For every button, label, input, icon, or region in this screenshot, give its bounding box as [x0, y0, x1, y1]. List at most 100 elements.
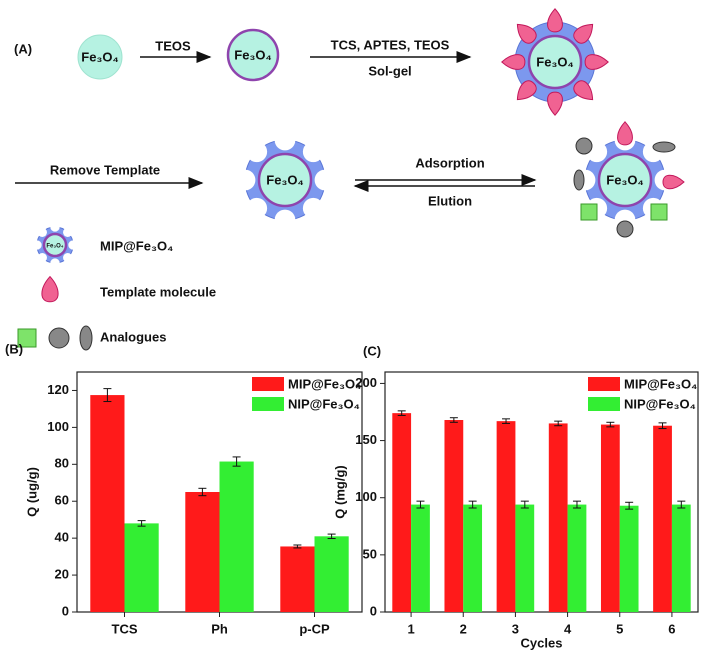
plot-frame — [384, 371, 699, 613]
core — [597, 152, 653, 208]
legend-swatch — [252, 377, 284, 391]
bar — [463, 504, 483, 612]
bar — [124, 523, 159, 612]
template-molecule — [573, 80, 594, 101]
template-molecule — [547, 91, 563, 116]
bar — [619, 505, 639, 612]
template-molecule — [573, 23, 594, 44]
cavity — [68, 240, 78, 250]
cavity — [302, 141, 324, 163]
legend-label: Template molecule — [100, 284, 216, 299]
x-tick-label: 4 — [564, 621, 572, 636]
y-tick-label: 150 — [355, 432, 377, 447]
legend-label: MIP@Fe₃O₄ — [288, 376, 361, 391]
template-molecule — [516, 80, 537, 101]
analogue — [79, 325, 93, 351]
template-molecule — [662, 174, 685, 190]
bar — [219, 461, 254, 612]
x-tick-label: 1 — [407, 621, 414, 636]
step-label: Elution — [428, 193, 472, 208]
legend-label: MIP@Fe₃O₄ — [100, 238, 173, 253]
analogue — [650, 203, 668, 221]
y-axis-label: Q (mg/g) — [332, 465, 347, 518]
particle-label: Fe₃O₄ — [266, 172, 304, 187]
bar — [600, 424, 620, 612]
template-molecule — [584, 54, 609, 70]
cavity — [63, 227, 73, 237]
legend-label: NIP@Fe₃O₄ — [624, 396, 696, 411]
cavity — [32, 240, 42, 250]
cavity — [302, 197, 324, 219]
analogue — [48, 327, 70, 349]
template-molecule — [41, 275, 59, 303]
step-label: Sol-gel — [368, 63, 411, 78]
template-molecule — [501, 54, 526, 70]
y-tick-label: 20 — [55, 567, 69, 582]
analogue — [575, 137, 593, 155]
analogue — [580, 203, 598, 221]
bar — [567, 504, 587, 612]
core — [77, 34, 123, 80]
legend-label: Analogues — [100, 329, 166, 344]
cavity — [274, 129, 296, 151]
cavity — [274, 209, 296, 231]
analogue — [17, 328, 37, 348]
bar — [653, 425, 672, 612]
panel-label: (A) — [14, 41, 32, 56]
bar — [671, 504, 691, 612]
cavity — [234, 169, 256, 191]
y-tick-label: 100 — [47, 419, 69, 434]
legend-swatch — [588, 397, 620, 411]
core — [226, 28, 280, 82]
cavity — [37, 253, 47, 263]
panel-label: (B) — [5, 341, 23, 356]
y-tick-label: 0 — [370, 603, 377, 618]
template-molecule — [516, 23, 537, 44]
cavity — [37, 227, 47, 237]
bar — [411, 504, 430, 612]
cavity — [50, 222, 60, 232]
template-molecule — [547, 8, 563, 33]
cavity — [246, 141, 268, 163]
x-tick-label: TCS — [112, 621, 138, 636]
cavity — [63, 253, 73, 263]
x-tick-label: p-CP — [299, 621, 330, 636]
bar — [515, 504, 535, 612]
x-tick-label: 5 — [616, 621, 623, 636]
core — [257, 152, 313, 208]
y-tick-label: 0 — [62, 603, 69, 618]
bar — [90, 395, 125, 612]
bar — [280, 546, 315, 612]
core — [527, 34, 583, 90]
analogue — [652, 141, 676, 153]
x-tick-label: 3 — [512, 621, 519, 636]
particle-label: Fe₃O₄ — [234, 47, 272, 62]
x-tick-label: Ph — [211, 621, 228, 636]
legend-swatch — [252, 397, 284, 411]
core — [42, 232, 68, 258]
legend-swatch — [588, 377, 620, 391]
step-label: Adsorption — [415, 155, 484, 170]
analogue — [573, 169, 585, 191]
y-tick-label: 120 — [47, 382, 69, 397]
cavity — [314, 169, 336, 191]
x-tick-label: 6 — [668, 621, 675, 636]
particle-label: Fe₃O₄ — [46, 244, 63, 250]
y-tick-label: 50 — [363, 546, 377, 561]
y-tick-label: 80 — [55, 456, 69, 471]
particle-label: Fe₃O₄ — [81, 49, 119, 64]
analogue — [616, 220, 634, 238]
cavity — [50, 258, 60, 268]
scheme: (A) TEOS TCS, APTES, TEOS Sol-gel Remove… — [14, 8, 685, 351]
bar — [548, 423, 568, 612]
bar — [496, 421, 516, 612]
y-tick-label: 100 — [355, 489, 377, 504]
bar — [444, 420, 464, 612]
legend-label: MIP@Fe₃O₄ — [624, 376, 697, 391]
step-label: Remove Template — [50, 162, 160, 177]
cavity — [246, 197, 268, 219]
x-axis-label: Cycles — [521, 635, 563, 650]
y-tick-label: 40 — [55, 530, 69, 545]
y-tick-label: 60 — [55, 493, 69, 508]
